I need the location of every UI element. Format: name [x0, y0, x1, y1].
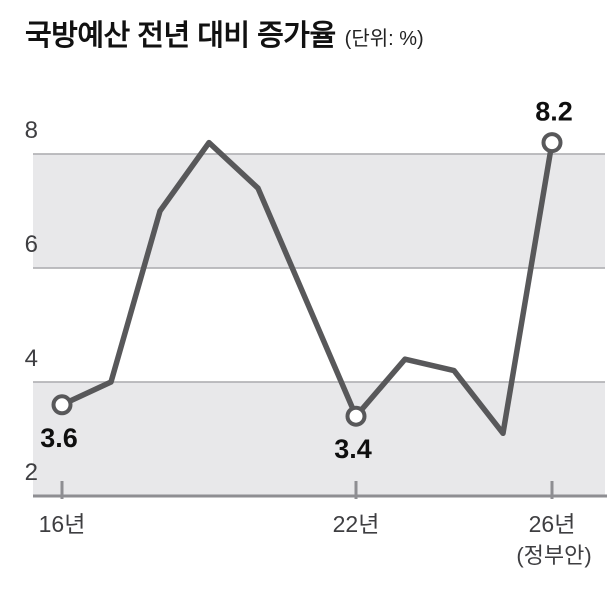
data-point-marker — [345, 405, 367, 427]
data-point-annotation: 3.6 — [40, 423, 78, 453]
data-point-annotation: 8.2 — [535, 97, 573, 127]
chart-unit-label: (단위: %) — [344, 28, 424, 50]
y-axis-label: 8 — [25, 117, 38, 144]
data-point-annotation: 3.4 — [334, 434, 372, 464]
y-axis-label: 2 — [25, 459, 38, 486]
x-axis-label: 22년 — [333, 511, 380, 537]
x-axis-label: 16년 — [39, 511, 86, 537]
y-axis-label: 4 — [25, 345, 38, 372]
shaded-band — [33, 382, 605, 496]
shaded-band — [33, 154, 605, 268]
data-point-marker — [541, 132, 563, 154]
x-axis-sublabel: (정부안) — [516, 543, 591, 568]
chart-title: 국방예산 전년 대비 증가율 — [25, 20, 336, 52]
title-row: 국방예산 전년 대비 증가율 (단위: %) — [25, 12, 424, 54]
y-axis-label: 6 — [25, 231, 38, 258]
chart-line — [59, 139, 555, 437]
data-point-marker — [51, 394, 73, 416]
x-axis-label: 26년 — [529, 511, 576, 537]
